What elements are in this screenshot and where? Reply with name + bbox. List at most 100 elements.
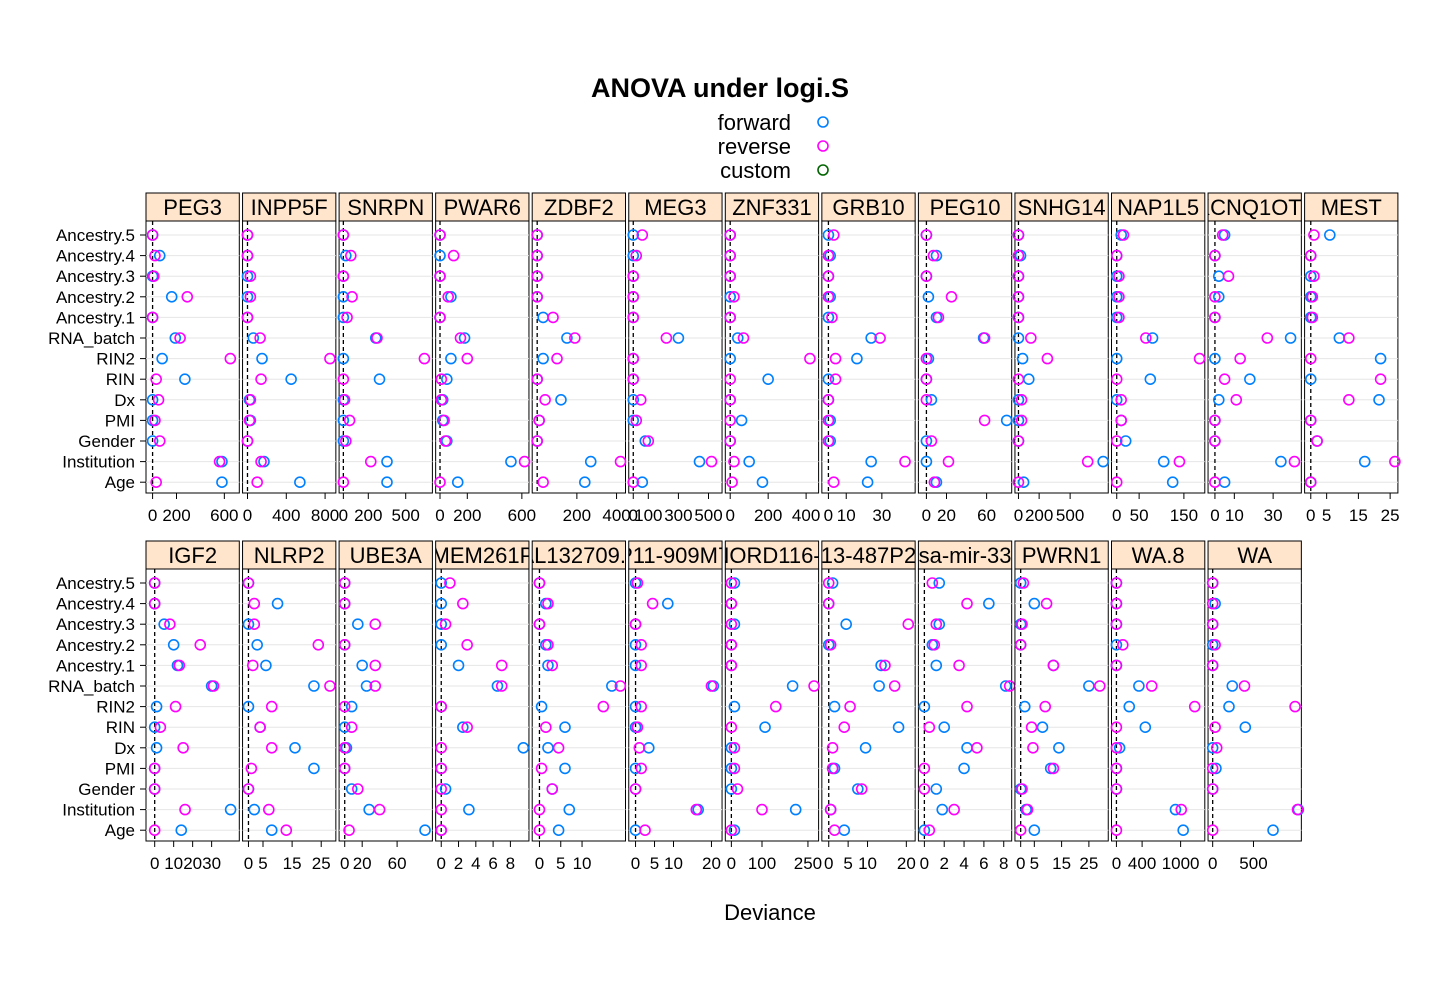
- point-reverse-PMI: [1015, 414, 1028, 427]
- x-tick-label: 400: [602, 506, 630, 525]
- point-reverse-Ancestry.2: [1306, 290, 1319, 303]
- point-reverse-Age: [434, 476, 446, 489]
- point-reverse-PMI: [148, 762, 161, 775]
- point-reverse-Ancestry.3: [248, 618, 261, 631]
- strip-background: [1111, 540, 1206, 570]
- point-forward-Ancestry.1: [337, 311, 350, 324]
- y-tick-label-Ancestry.4: Ancestry.4: [56, 595, 135, 614]
- point-reverse-Age: [627, 476, 640, 489]
- strip-background: [531, 192, 627, 222]
- point-reverse-RNA_batch: [495, 680, 508, 692]
- point-reverse-Age: [827, 476, 840, 489]
- x-tick-label: 6: [488, 854, 497, 873]
- point-reverse-Ancestry.2: [1014, 638, 1027, 651]
- panel-frame: [1207, 220, 1302, 494]
- point-reverse-Ancestry.3: [1012, 270, 1025, 283]
- point-forward-RNA_batch: [1146, 332, 1159, 344]
- point-reverse-RNA_batch: [369, 680, 382, 692]
- strip-label: hsa-mir-335: [906, 543, 1023, 568]
- x-tick-label: 0: [824, 506, 833, 525]
- x-tick-label: 10: [837, 506, 856, 525]
- point-reverse-Gender: [822, 435, 835, 447]
- strip-label: MEG3: [644, 195, 706, 220]
- x-tick-label: 500: [1056, 506, 1084, 525]
- y-tick-label-Ancestry.2: Ancestry.2: [56, 636, 135, 655]
- point-reverse-Ancestry.3: [1308, 270, 1320, 283]
- strip-background: [1304, 192, 1399, 222]
- point-reverse-Ancestry.3: [164, 618, 176, 631]
- point-reverse-RIN2: [224, 352, 237, 365]
- point-reverse-RIN: [150, 373, 162, 386]
- strip-label: INPP5F: [251, 195, 328, 220]
- point-forward-RIN2: [918, 700, 931, 713]
- point-reverse-Ancestry.4: [630, 249, 643, 262]
- point-reverse-Dx: [539, 393, 551, 406]
- strip-background: [338, 540, 433, 570]
- point-forward-Ancestry.3: [435, 618, 448, 631]
- strip-label: WA: [1237, 543, 1272, 568]
- point-forward-Gender: [345, 783, 358, 795]
- panel-frame: [338, 220, 433, 494]
- point-reverse-Age: [150, 476, 162, 489]
- x-tick-label: 10: [664, 854, 683, 873]
- point-reverse-Dx: [822, 393, 835, 406]
- point-reverse-RNA_batch: [371, 332, 383, 344]
- point-forward-RIN2: [728, 700, 741, 713]
- point-forward-Institution: [381, 455, 393, 468]
- point-reverse-Ancestry.2: [1113, 290, 1125, 303]
- point-reverse-Institution: [1173, 455, 1186, 468]
- point-reverse-PMI: [635, 762, 648, 775]
- panel-UBE3A: UBE3A 0 20 60: [338, 540, 433, 873]
- point-forward-Age: [216, 476, 228, 489]
- point-reverse-RIN: [337, 373, 350, 386]
- x-tick-label: 30: [1264, 506, 1283, 525]
- point-reverse-Gender: [724, 435, 736, 447]
- y-tick-label-Ancestry.5: Ancestry.5: [56, 574, 135, 593]
- point-reverse-Ancestry.1: [1110, 659, 1123, 672]
- point-forward-Ancestry.4: [627, 249, 640, 262]
- point-forward-RIN2: [345, 700, 358, 713]
- point-reverse-PMI: [822, 414, 835, 427]
- point-reverse-Ancestry.2: [725, 638, 738, 651]
- point-forward-Institution: [693, 455, 706, 468]
- point-forward-Dx: [289, 741, 301, 754]
- point-reverse-Ancestry.2: [542, 638, 554, 651]
- point-forward-Age: [918, 824, 931, 837]
- point-reverse-RNA_batch: [705, 680, 718, 692]
- point-reverse-Ancestry.2: [346, 290, 358, 303]
- point-forward-Ancestry.2: [724, 290, 736, 303]
- point-reverse-Ancestry.2: [822, 290, 835, 303]
- y-tick-label-PMI: PMI: [105, 759, 135, 778]
- point-reverse-Ancestry.1: [247, 659, 259, 672]
- point-forward-Ancestry.2: [337, 290, 350, 303]
- panel-AL132709.5: AL132709.50 5 10: [531, 540, 627, 873]
- point-reverse-Institution: [518, 455, 531, 468]
- y-tick-label-RNA_batch: RNA_batch: [48, 677, 135, 696]
- point-forward-Gender: [639, 435, 652, 447]
- point-forward-Institution: [463, 803, 475, 816]
- panel-PEG3: PEG3 0 200 600: [145, 192, 240, 525]
- point-forward-Institution: [1358, 455, 1371, 468]
- point-reverse-PMI: [826, 762, 839, 775]
- chart-title: ANOVA under logi.S: [591, 73, 849, 103]
- panel-WA: WA 0 500: [1206, 540, 1305, 873]
- point-reverse-Ancestry.4: [724, 249, 736, 262]
- point-reverse-Ancestry.2: [1209, 290, 1221, 303]
- panel-frame: [242, 568, 337, 842]
- point-forward-Dx: [859, 741, 872, 754]
- point-reverse-RNA_batch: [1343, 332, 1355, 344]
- point-reverse-Ancestry.2: [728, 290, 740, 303]
- panel-frame: [724, 568, 820, 842]
- x-tick-label: 0: [1208, 854, 1217, 873]
- point-forward-Age: [636, 476, 649, 489]
- point-reverse-Gender: [731, 783, 744, 795]
- point-forward-RNA_batch: [1226, 680, 1239, 692]
- point-reverse-PMI: [728, 762, 741, 775]
- point-reverse-Ancestry.1: [826, 311, 838, 324]
- point-forward-RNA_batch: [999, 680, 1012, 692]
- point-reverse-Dx: [920, 393, 933, 406]
- point-reverse-RNA_batch: [569, 332, 581, 344]
